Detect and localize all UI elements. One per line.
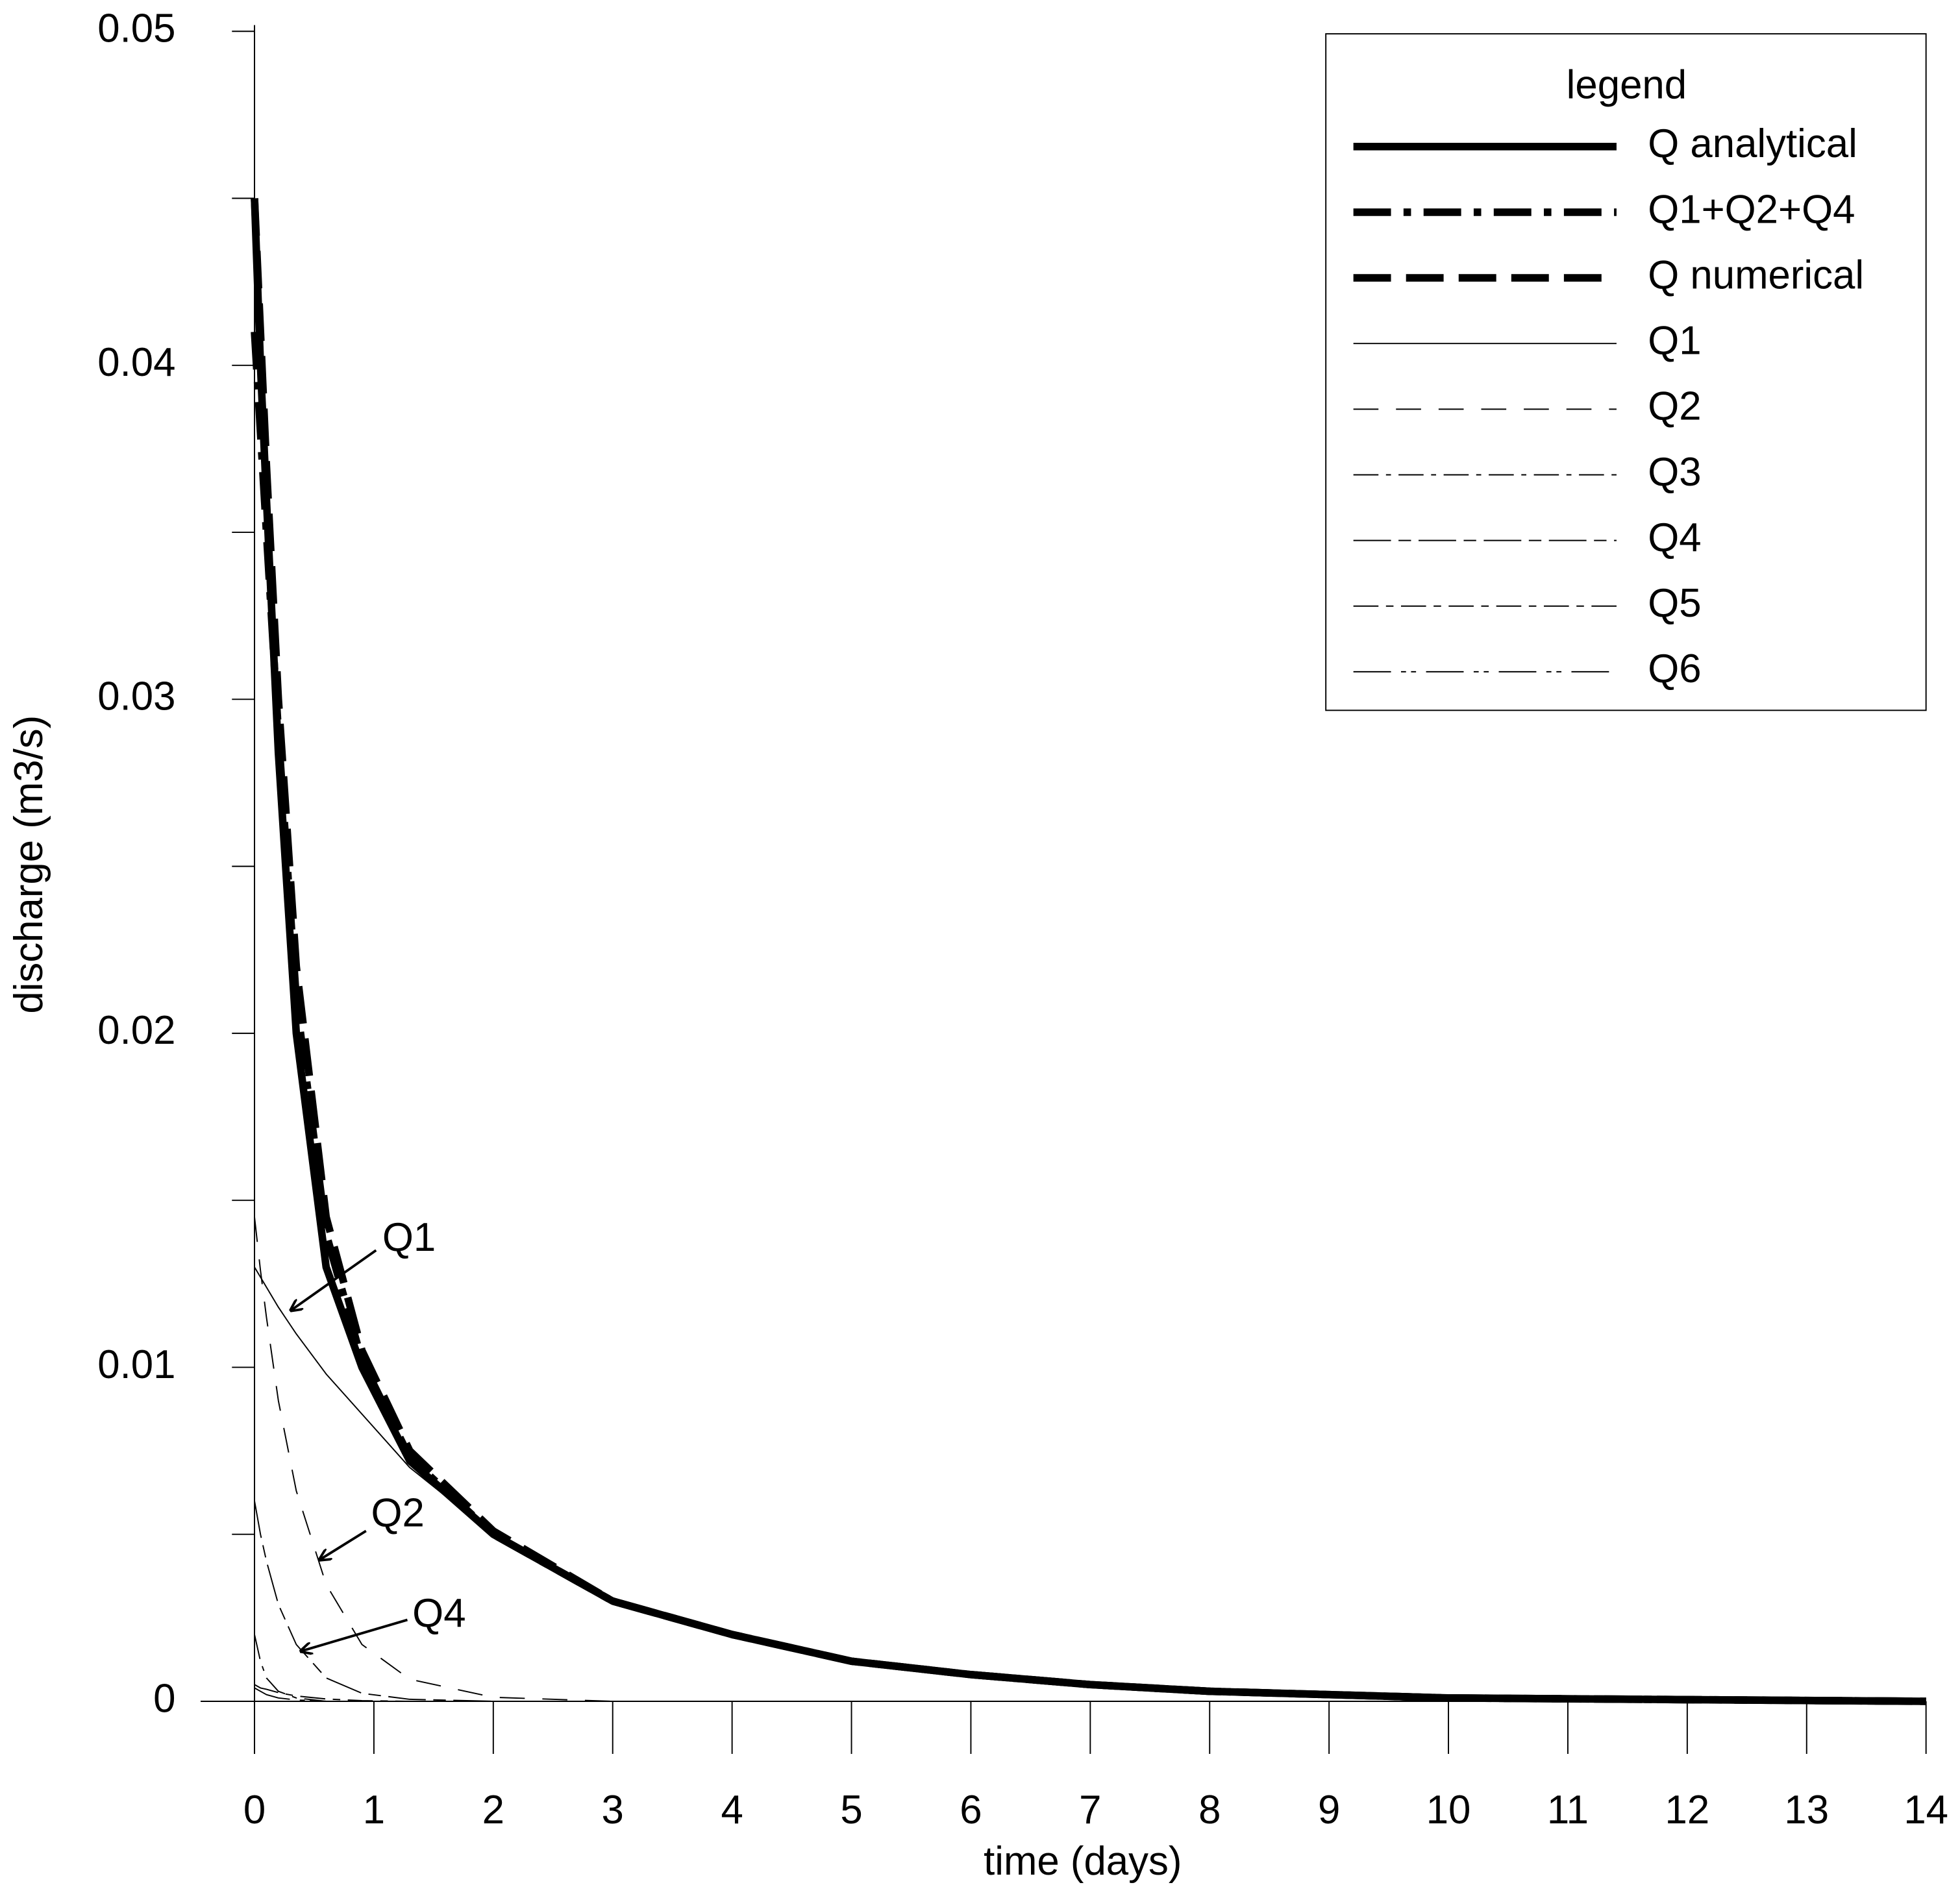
- series-line: [251, 198, 1926, 1705]
- x-tick-label: 13: [1784, 1788, 1829, 1832]
- y-tick-label: 0.05: [97, 6, 175, 51]
- x-tick-label: 11: [1547, 1788, 1589, 1832]
- y-tick-label: 0.01: [97, 1342, 175, 1387]
- x-tick-label: 14: [1904, 1788, 1948, 1832]
- legend-label: Q numerical: [1648, 253, 1864, 297]
- legend-label: Q1: [1648, 319, 1701, 364]
- legend-title: legend: [1567, 62, 1687, 107]
- legend-label: Q2: [1648, 384, 1701, 429]
- x-tick-label: 3: [602, 1788, 624, 1832]
- x-tick-label: 1: [363, 1788, 385, 1832]
- annotation: Q4: [412, 1591, 465, 1636]
- x-tick-label: 7: [1079, 1788, 1101, 1832]
- x-tick-label: 6: [960, 1788, 982, 1832]
- series-line: [254, 1216, 1926, 1702]
- legend-label: Q4: [1648, 515, 1701, 560]
- annotation-arrow: [301, 1618, 408, 1651]
- y-axis-label: discharge (m3/s): [6, 715, 51, 1014]
- legend-label: Q analytical: [1648, 121, 1857, 166]
- legend-label: Q3: [1648, 450, 1701, 495]
- y-tick-label: 0.03: [97, 674, 175, 719]
- legend-label: Q6: [1648, 647, 1701, 691]
- y-tick-label: 0: [153, 1676, 175, 1721]
- annotation-arrow: [319, 1529, 367, 1560]
- x-tick-label: 12: [1665, 1788, 1710, 1832]
- y-tick-label: 0.02: [97, 1008, 175, 1053]
- series-line: [254, 1634, 1926, 1702]
- x-tick-label: 10: [1426, 1788, 1471, 1832]
- x-tick-label: 9: [1318, 1788, 1340, 1832]
- x-tick-label: 8: [1198, 1788, 1221, 1832]
- legend-label: Q5: [1648, 581, 1701, 626]
- annotation: Q2: [371, 1491, 425, 1536]
- x-tick-label: 2: [482, 1788, 504, 1832]
- annotations: Q1 Q2 Q4: [291, 1215, 466, 1651]
- x-axis-label: time (days): [984, 1839, 1182, 1884]
- y-tick-label: 0.04: [97, 340, 175, 385]
- x-tick-label: 5: [840, 1788, 862, 1832]
- annotation: Q1: [382, 1215, 436, 1260]
- x-tick-label: 4: [721, 1788, 743, 1832]
- x-tick-label: 0: [243, 1788, 266, 1832]
- legend-label: Q1+Q2+Q4: [1648, 187, 1855, 232]
